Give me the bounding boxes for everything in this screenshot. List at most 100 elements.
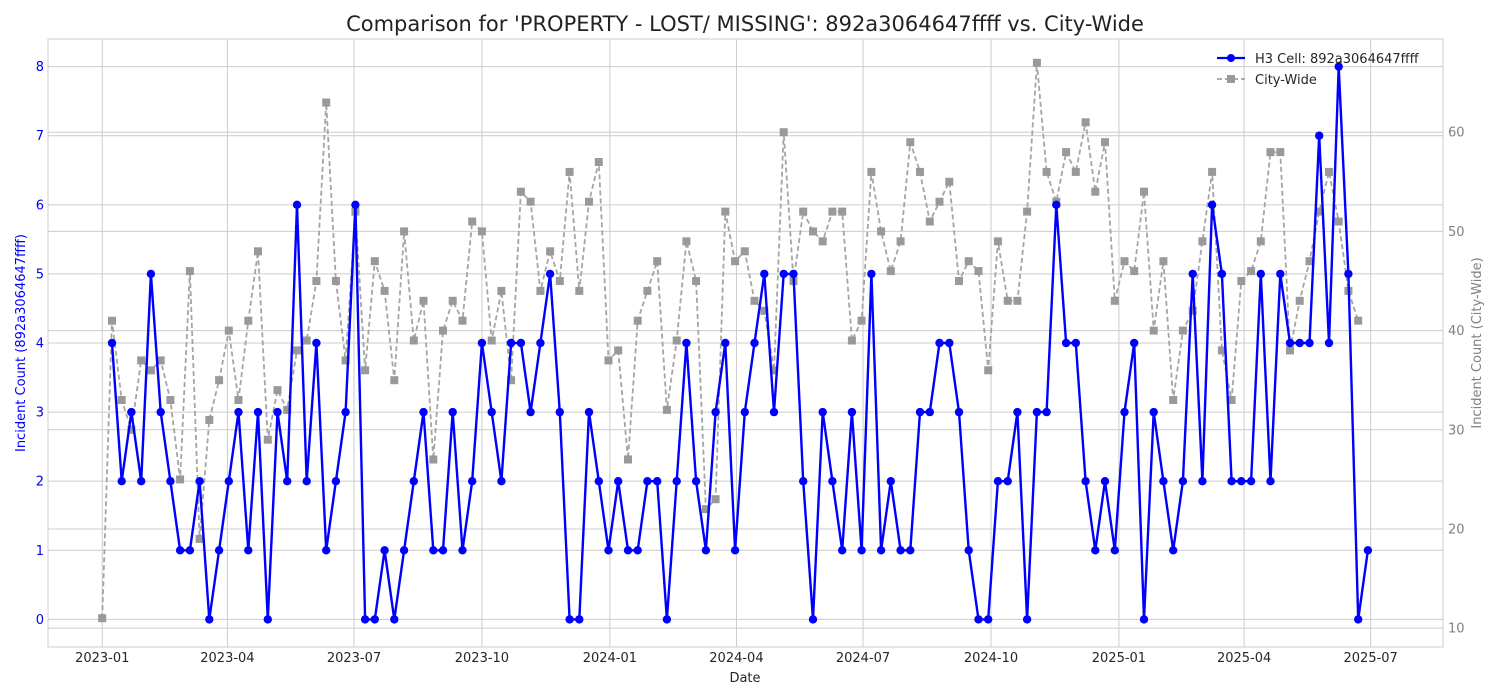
h3-cell-point (740, 407, 749, 417)
city-wide-point (643, 286, 652, 295)
h3-cell-point (594, 477, 603, 486)
h3-cell-point (935, 338, 944, 348)
city-wide-point (1091, 187, 1100, 196)
h3-cell-point (234, 407, 243, 417)
h3-cell-point (945, 338, 954, 348)
h3-cell-point (1334, 62, 1343, 71)
right-y-tick-label: 30 (1448, 423, 1465, 438)
h3-cell-point (760, 269, 769, 279)
h3-cell-point (175, 546, 185, 555)
h3-cell-point (711, 407, 720, 417)
h3-cell-point (399, 546, 409, 555)
h3-cell-point (555, 407, 564, 417)
h3-cell-point (779, 269, 788, 279)
city-wide-point (828, 207, 837, 216)
left-y-tick-label: 8 (36, 60, 44, 75)
city-wide-point (1266, 148, 1275, 157)
h3-cell-point (1198, 477, 1207, 486)
h3-cell-point (701, 546, 711, 555)
right-y-tick-label: 20 (1448, 522, 1465, 537)
city-wide-point (1305, 257, 1314, 266)
city-wide-point (1295, 296, 1304, 305)
h3-cell-point (818, 407, 827, 417)
city-wide-point (1013, 296, 1022, 305)
city-wide-point (653, 257, 662, 266)
city-wide-point (195, 534, 204, 543)
h3-cell-point (448, 407, 457, 417)
right-y-tick-label: 10 (1448, 622, 1465, 637)
city-wide-point (1276, 148, 1285, 157)
h3-cell-point (984, 615, 993, 624)
city-wide-point (254, 247, 262, 256)
city-wide-point (390, 376, 399, 385)
city-wide-point (711, 495, 720, 504)
city-wide-point (818, 237, 827, 246)
city-wide-point (409, 336, 418, 345)
h3-cell-point (127, 407, 136, 417)
h3-cell-point (1061, 338, 1071, 348)
h3-cell-point (838, 546, 847, 555)
h3-cell-point (799, 477, 808, 486)
legend-h3-marker (1227, 54, 1235, 62)
h3-cell-point (915, 407, 925, 417)
h3-cell-point (292, 200, 302, 209)
h3-cell-point (468, 477, 477, 486)
h3-cell-point (1354, 615, 1363, 624)
city-wide-point (731, 257, 740, 266)
city-wide-point (692, 277, 701, 285)
h3-cell-point (584, 407, 594, 417)
city-wide-point (185, 267, 194, 276)
left-y-axis-label: Incident Count (892a3064647ffff) (14, 234, 29, 452)
h3-cell-point (993, 477, 1003, 486)
h3-cell-point (1285, 338, 1295, 348)
right-y-tick-label: 60 (1448, 126, 1465, 141)
city-wide-point (1032, 58, 1041, 67)
city-wide-point (1286, 346, 1294, 355)
chart-title: Comparison for 'PROPERTY - LOST/ MISSING… (346, 12, 1144, 36)
h3-cell-point (886, 477, 895, 486)
h3-cell-point (419, 407, 428, 417)
city-wide-point (429, 455, 438, 464)
city-wide-point (964, 257, 973, 266)
city-wide-point (302, 336, 311, 345)
h3-cell-point (283, 477, 292, 486)
h3-cell-point (312, 338, 321, 348)
h3-cell-point (536, 338, 545, 348)
x-axis-label: Date (729, 671, 760, 686)
x-tick-label: 2024-04 (709, 651, 763, 666)
city-wide-point (1188, 306, 1197, 315)
city-wide-point (1247, 267, 1256, 276)
h3-cell-point (390, 615, 399, 624)
h3-cell-point (409, 477, 418, 486)
h3-cell-point (477, 338, 487, 348)
city-wide-point (575, 286, 584, 295)
h3-cell-point (1305, 338, 1314, 348)
left-y-tick-label: 2 (36, 475, 44, 490)
h3-cell-point (458, 546, 467, 555)
city-wide-point (263, 435, 272, 444)
h3-cell-point (1217, 269, 1227, 279)
h3-cell-point (954, 407, 964, 417)
left-y-tick-label: 7 (36, 129, 44, 144)
h3-cell-point (370, 615, 379, 624)
city-wide-point (906, 138, 915, 147)
x-tick-label: 2023-10 (455, 651, 509, 666)
city-wide-point (886, 267, 895, 276)
city-wide-point (1208, 167, 1217, 176)
h3-cell-point (545, 269, 555, 279)
city-wide-point (244, 316, 253, 325)
h3-cell-point (672, 477, 681, 486)
city-wide-point (224, 326, 233, 335)
h3-cell-point (263, 615, 272, 624)
h3-cell-point (730, 546, 740, 555)
city-wide-point (117, 396, 126, 404)
city-wide-point (838, 207, 847, 216)
city-wide-point (877, 227, 886, 236)
h3-cell-point (1071, 338, 1081, 348)
h3-cell-point (205, 615, 214, 624)
h3-cell-point (1042, 407, 1051, 417)
h3-cell-point (1139, 615, 1149, 624)
h3-cell-point (565, 615, 574, 624)
left-y-tick-label: 0 (36, 613, 44, 628)
